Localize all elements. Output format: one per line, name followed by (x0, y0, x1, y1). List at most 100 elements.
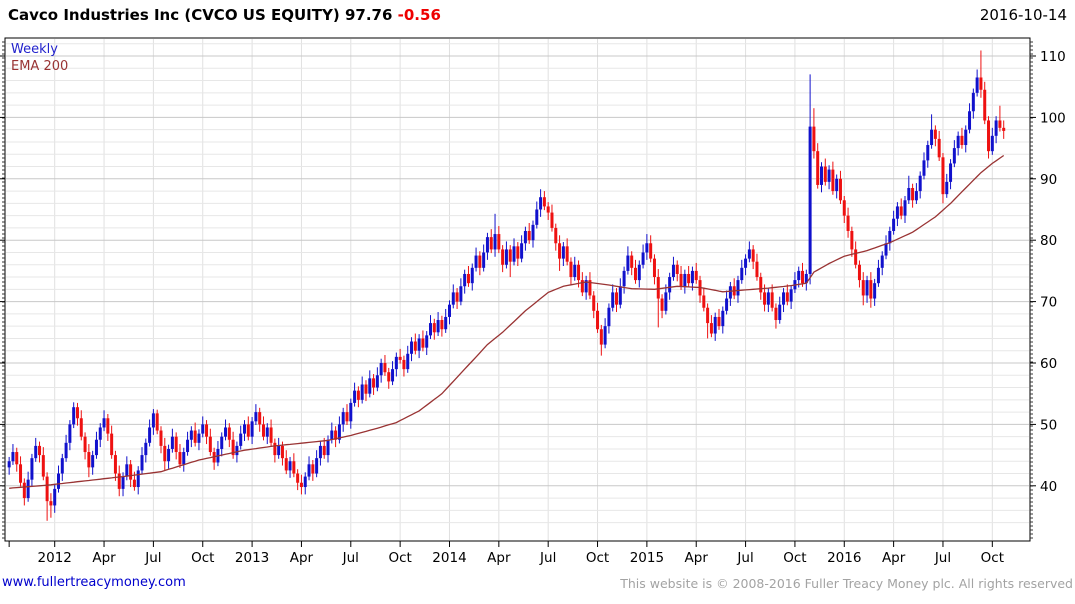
y-axis-label: 60 (1040, 356, 1057, 372)
candle-body (550, 212, 554, 228)
candle-body (53, 488, 57, 506)
x-axis-label: Jul (144, 550, 161, 566)
candle-body (918, 175, 922, 192)
candle-body (227, 427, 231, 440)
candle-body (125, 464, 129, 477)
candle-body (975, 77, 979, 93)
x-axis-label: 2014 (432, 550, 466, 566)
x-axis-label: Oct (191, 550, 214, 566)
candle-body (709, 323, 713, 334)
candle-body (205, 424, 209, 437)
y-axis-label: 80 (1040, 233, 1057, 249)
candle-body (842, 200, 846, 216)
x-axis-label: Apr (290, 550, 314, 566)
candle-body (880, 255, 884, 268)
candle-body (675, 264, 679, 274)
candle-body (603, 326, 607, 345)
candle-body (930, 129, 934, 146)
candle-body (956, 135, 960, 149)
candle-body (797, 270, 801, 281)
candle-body (254, 412, 258, 422)
candle-body (261, 424, 265, 437)
x-axis-label: Apr (685, 550, 709, 566)
candle-body (888, 230, 892, 244)
candle-body (964, 129, 968, 146)
candle-body (337, 424, 341, 440)
ema-200-path (9, 154, 1005, 489)
candle-body (315, 458, 319, 474)
candle-body (914, 191, 918, 201)
candle-body (178, 452, 182, 465)
candle-body (117, 473, 121, 489)
candle-body (406, 353, 410, 370)
candle-body (808, 126, 812, 274)
candle-body (523, 230, 527, 244)
candle-body (368, 378, 372, 394)
y-axis-label: 90 (1040, 172, 1057, 188)
candle-body (375, 375, 379, 388)
chart-date: 2016-10-14 (979, 6, 1067, 24)
candle-body (383, 363, 387, 373)
candle-body (330, 430, 334, 440)
candle-body (907, 188, 911, 201)
candle-body (364, 384, 368, 394)
candle-body (22, 482, 26, 499)
candle-body (269, 427, 273, 443)
candle-body (763, 292, 767, 305)
candle-body (596, 310, 600, 330)
candle-body (299, 482, 303, 488)
candle-body (751, 249, 755, 262)
candle-body (804, 273, 808, 284)
candle-body (584, 280, 588, 293)
candle-body (113, 455, 117, 474)
x-axis-label: Oct (586, 550, 609, 566)
candle-body (876, 267, 880, 284)
candle-body (186, 439, 190, 453)
y-axis: 40 50 60 70 80 90 100 110 (0, 41, 1066, 539)
candle-body (835, 178, 839, 192)
candle-body (774, 307, 778, 321)
candle-body (588, 280, 592, 296)
candle-body (478, 255, 482, 268)
candle-body (725, 298, 729, 311)
candle-body (231, 439, 235, 456)
candle-body (288, 461, 292, 471)
site-link[interactable]: www.fullertreacymoney.com (2, 575, 186, 590)
candle-body (626, 255, 630, 271)
candle-body (410, 341, 414, 354)
candle-body (512, 246, 516, 262)
candle-body (649, 243, 653, 259)
candle-body (542, 197, 546, 207)
candle-body (208, 436, 212, 453)
candle-body (163, 445, 167, 462)
candle-body (132, 479, 136, 488)
candle-body (971, 92, 975, 112)
candle-body (170, 436, 174, 449)
x-axis-label: 2015 (630, 550, 664, 566)
candle-body (770, 292, 774, 308)
candle-body (98, 427, 102, 440)
candle-body (945, 181, 949, 195)
candle-body (922, 160, 926, 176)
candle-body (785, 292, 789, 302)
candle-body (197, 433, 201, 443)
candle-body (622, 270, 626, 287)
instrument-name: Cavco Industries Inc (CVCO US EQUITY) (8, 6, 340, 24)
candle-body (110, 433, 114, 456)
candle-body (968, 111, 972, 130)
candle-body (394, 356, 398, 370)
candle-body (482, 252, 486, 268)
y-axis-label: 40 (1040, 479, 1057, 495)
candle-body (952, 148, 956, 164)
copyright-text: This website is © 2008-2016 Fuller Treac… (620, 576, 1073, 591)
candle-body (679, 273, 683, 287)
candle-body (436, 320, 440, 333)
candle-body (466, 273, 470, 284)
candle-body (592, 295, 596, 311)
candle-body (349, 402, 353, 422)
candle-body (789, 289, 793, 302)
candle-body (250, 421, 254, 437)
candle-body (440, 320, 444, 330)
candle-body (402, 359, 406, 370)
